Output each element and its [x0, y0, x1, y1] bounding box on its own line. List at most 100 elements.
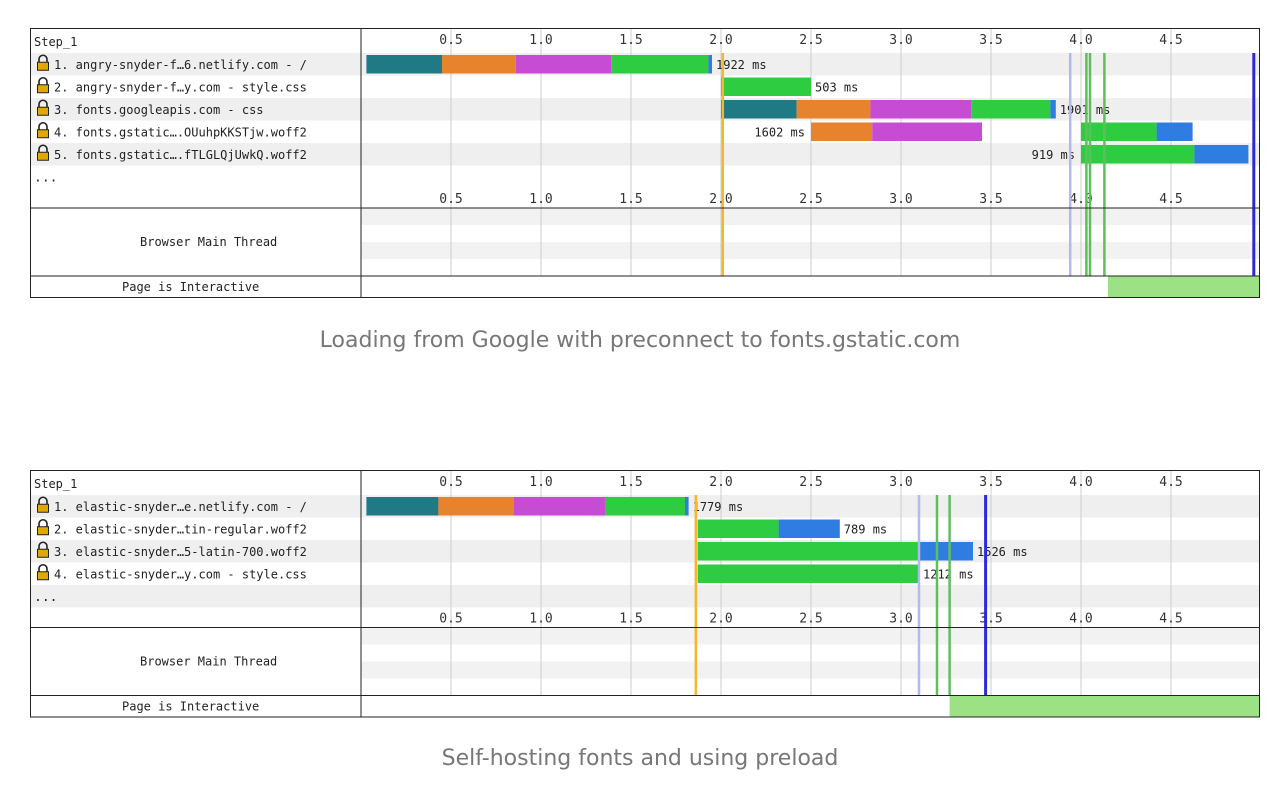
- request-segment-download: [919, 542, 973, 561]
- request-segment-download: [1156, 122, 1193, 141]
- x-tick-label-top: 1.0: [529, 475, 552, 490]
- request-segment-download: [778, 519, 840, 538]
- more-requests: ...: [34, 171, 57, 186]
- main-thread-label: Browser Main Thread: [140, 235, 277, 249]
- request-segment-ttfb: [721, 77, 811, 96]
- lock-icon: [37, 541, 49, 558]
- x-tick-label-bottom: 3.5: [979, 612, 1002, 627]
- x-tick-label-bottom: 4.5: [1159, 612, 1182, 627]
- request-segment-ttfb: [1081, 145, 1195, 164]
- request-segment-connect: [442, 55, 516, 74]
- x-tick-label-top: 4.5: [1159, 475, 1182, 490]
- request-duration: 1526 ms: [977, 545, 1028, 559]
- x-tick-label-bottom: 4.0: [1069, 612, 1092, 627]
- request-segment-dns: [366, 497, 439, 516]
- x-tick-label-bottom: 1.0: [529, 192, 552, 207]
- request-segment-connect: [811, 122, 873, 141]
- request-segment-download: [1194, 145, 1249, 164]
- request-segment-dns: [366, 55, 442, 74]
- lock-icon: [37, 54, 49, 71]
- x-tick-label-top: 1.5: [619, 475, 642, 490]
- x-tick-label-top: 0.5: [439, 475, 462, 490]
- x-tick-label-bottom: 0.5: [439, 612, 462, 627]
- x-tick-label-top: 1.5: [619, 33, 642, 48]
- request-segment-ssl: [870, 100, 972, 119]
- request-duration: 1922 ms: [716, 58, 767, 72]
- request-segment-ttfb: [697, 519, 779, 538]
- request-label: 2. angry-snyder-f…y.com - style.css: [54, 80, 307, 94]
- x-tick-label-top: 4.0: [1069, 475, 1092, 490]
- request-label: 5. fonts.gstatic….fTLGLQjUwkQ.woff2: [54, 148, 307, 162]
- waterfall-group: 0.5 0.5 1.0 1.0 1.5 1.5 2.0 2.0 2.5 2.5 3.0 3.0 3.5 3…: [30, 28, 1260, 298]
- request-segment-download: [708, 55, 712, 74]
- x-tick-label-top: 3.5: [979, 475, 1002, 490]
- request-segment-ttfb: [1081, 122, 1157, 141]
- x-tick-label-top: 0.5: [439, 33, 462, 48]
- request-segment-ttfb: [971, 100, 1051, 119]
- x-tick-label-bottom: 2.5: [799, 612, 822, 627]
- x-tick-label-top: 3.0: [889, 475, 912, 490]
- x-tick-label-top: 2.0: [709, 33, 732, 48]
- x-tick-label-top: 1.0: [529, 33, 552, 48]
- request-segment-connect: [438, 497, 514, 516]
- x-tick-label-top: 2.5: [799, 475, 822, 490]
- lock-icon: [37, 76, 49, 94]
- request-label: 4. fonts.gstatic….OUuhpKKSTjw.woff2: [54, 125, 307, 139]
- request-duration: 919 ms: [1032, 148, 1075, 162]
- request-duration: 1602 ms: [754, 125, 805, 139]
- lock-icon: [37, 496, 49, 513]
- x-tick-label-bottom: 3.5: [979, 192, 1002, 207]
- request-segment-ttfb: [697, 542, 919, 561]
- x-tick-label-top: 2.0: [709, 475, 732, 490]
- page-interactive-label: Page is Interactive: [122, 700, 259, 714]
- lock-icon: [37, 121, 49, 139]
- caption-selfhost: Self-hosting fonts and using preload: [441, 746, 839, 771]
- request-segment-ttfb: [697, 564, 919, 583]
- request-segment-download: [685, 497, 689, 516]
- x-tick-label-bottom: 2.5: [799, 192, 822, 207]
- x-tick-label-bottom: 2.0: [709, 192, 732, 207]
- request-duration: 1779 ms: [693, 500, 744, 514]
- request-label: 4. elastic-snyder…y.com - style.css: [54, 567, 307, 581]
- request-segment-connect: [796, 100, 871, 119]
- row-background: [30, 143, 1260, 166]
- request-label: 1. angry-snyder-f…6.netlify.com - /: [54, 58, 307, 72]
- step-title: Step_1: [34, 477, 77, 491]
- more-requests: ...: [34, 590, 57, 605]
- request-duration: 1901 ms: [1060, 103, 1111, 117]
- lock-icon: [37, 144, 49, 161]
- waterfall-svg: 0.5 0.5 1.0 1.0 1.5 1.5 2.0 2.0 2.5 2.5 3.0 3.0 3.5 3…: [30, 28, 1260, 298]
- x-tick-label-top: 2.5: [799, 33, 822, 48]
- request-segment-ssl: [514, 497, 606, 516]
- request-segment-ttfb: [605, 497, 685, 516]
- request-segment-download: [1050, 100, 1056, 119]
- chart-border: [30, 470, 1260, 718]
- request-label: 2. elastic-snyder…tin-regular.woff2: [54, 522, 307, 536]
- request-duration: 1212 ms: [923, 567, 974, 581]
- x-tick-label-bottom: 3.0: [889, 192, 912, 207]
- page-interactive-label: Page is Interactive: [122, 280, 259, 294]
- interactive-fill: [949, 695, 1260, 718]
- x-tick-label-bottom: 2.0: [709, 612, 732, 627]
- x-tick-label-bottom: 1.5: [619, 612, 642, 627]
- waterfall-svg: 0.5 0.5 1.0 1.0 1.5 1.5 2.0 2.0 2.5 2.5 3.0 3.0 3.5 3…: [30, 470, 1260, 718]
- x-tick-label-bottom: 4.5: [1159, 192, 1182, 207]
- main-thread-label: Browser Main Thread: [140, 655, 277, 669]
- request-label: 3. fonts.googleapis.com - css: [54, 103, 264, 117]
- waterfall-chart-selfhost: 0.5 0.5 1.0 1.0 1.5 1.5 2.0 2.0 2.5 2.5 3.0 3.0 3.5 3…: [30, 470, 1260, 727]
- x-tick-label-bottom: 3.0: [889, 612, 912, 627]
- request-segment-ssl: [515, 55, 612, 74]
- request-segment-ttfb: [611, 55, 709, 74]
- request-segment-ssl: [872, 122, 982, 141]
- x-tick-label-bottom: 0.5: [439, 192, 462, 207]
- x-tick-label-top: 3.5: [979, 33, 1002, 48]
- interactive-fill: [1108, 276, 1260, 298]
- request-duration: 503 ms: [815, 80, 858, 94]
- x-tick-label-bottom: 1.5: [619, 192, 642, 207]
- lock-icon: [37, 99, 49, 116]
- x-tick-label-top: 4.0: [1069, 33, 1092, 48]
- waterfall-chart-google: 0.5 0.5 1.0 1.0 1.5 1.5 2.0 2.0 2.5 2.5 3.0 3.0 3.5 3…: [30, 28, 1260, 306]
- x-tick-label-top: 4.5: [1159, 33, 1182, 48]
- lock-icon: [37, 518, 49, 536]
- x-tick-label-top: 3.0: [889, 33, 912, 48]
